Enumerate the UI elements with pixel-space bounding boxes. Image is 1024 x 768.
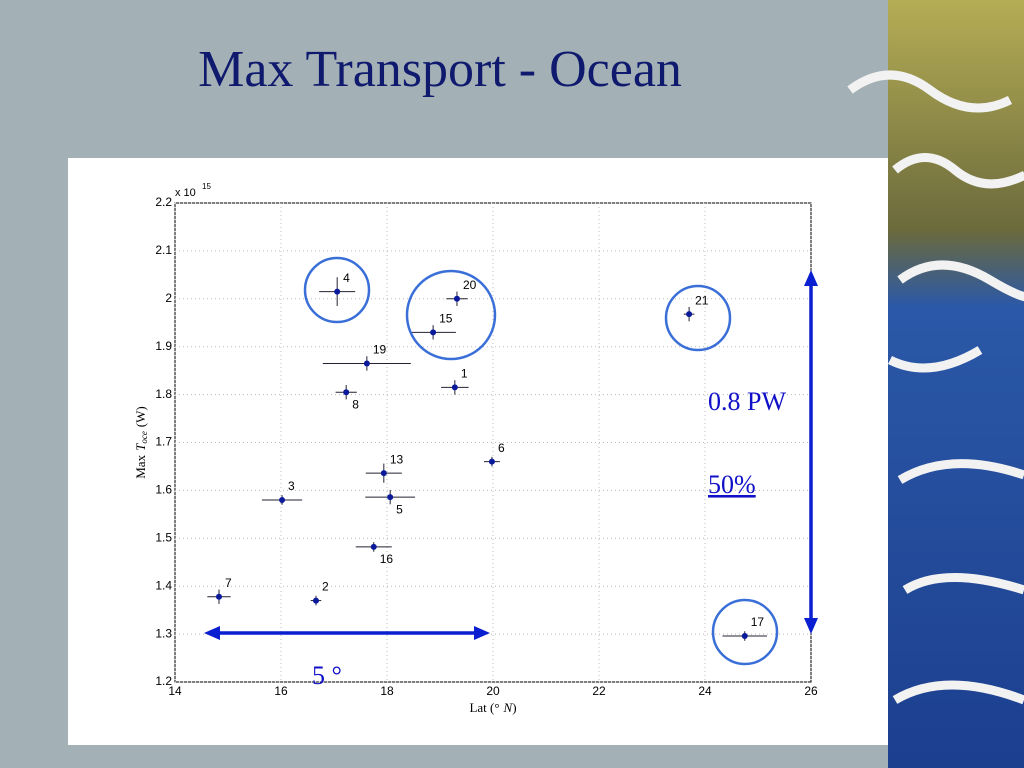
x-tick-label: 16 <box>274 684 288 698</box>
point <box>741 633 748 640</box>
slide-title: Max Transport - Ocean <box>198 41 682 98</box>
y-label-prefix: Max <box>133 454 148 478</box>
point-label: 1 <box>461 367 468 381</box>
x-label-symbol: N <box>503 700 514 715</box>
point <box>343 389 350 396</box>
point <box>380 470 387 477</box>
y-tick-label: 1.7 <box>155 435 172 449</box>
point-label: 17 <box>751 615 765 629</box>
point <box>215 593 222 600</box>
y-label-symbol: T <box>133 443 148 451</box>
x-tick-label: 22 <box>592 684 606 698</box>
x-tick-label: 24 <box>698 684 712 698</box>
x-tick-label: 26 <box>804 684 818 698</box>
y-tick-label: 1.3 <box>155 626 172 640</box>
y-label-subscript: oce <box>139 431 149 444</box>
y-axis-label: Max Toce (W) <box>133 406 149 479</box>
y-tick-label: 1.4 <box>155 578 172 592</box>
point <box>334 288 341 295</box>
range-annotation: 0.8 PW <box>708 387 786 416</box>
point-label: 5 <box>396 502 403 516</box>
point-label: 20 <box>463 278 477 292</box>
point <box>363 360 370 367</box>
y-tick-label: 2.2 <box>155 195 172 209</box>
percent-annotation: 50% <box>708 470 756 499</box>
arrows <box>204 270 818 640</box>
point <box>430 329 437 336</box>
point-label: 16 <box>380 552 394 566</box>
point <box>686 311 693 318</box>
point <box>387 494 394 501</box>
x-label-close: ) <box>512 700 516 715</box>
highlight-circles <box>303 256 779 666</box>
y-tick-label: 1.2 <box>155 674 172 688</box>
point-label: 15 <box>439 312 453 326</box>
point <box>370 543 377 550</box>
y-multiplier: x 10 <box>175 187 196 199</box>
lat-span-annotation: 5 ° <box>312 661 342 690</box>
point-label: 2 <box>322 580 329 594</box>
point <box>279 496 286 503</box>
x-tick-label: 14 <box>168 684 182 698</box>
y-multiplier-exp: 15 <box>202 182 211 191</box>
x-tick-label: 18 <box>380 684 394 698</box>
point-label: 19 <box>373 343 387 357</box>
y-tick-label: 1.8 <box>155 387 172 401</box>
point-label: 21 <box>695 293 709 307</box>
y-tick-label: 1.5 <box>155 530 172 544</box>
point <box>451 384 458 391</box>
y-tick-label: 2 <box>165 291 172 305</box>
point <box>488 458 495 465</box>
y-label-unit: (W) <box>133 406 148 427</box>
point <box>453 295 460 302</box>
wave-decoration <box>888 0 1024 768</box>
x-axis-label: Lat (° N) <box>469 700 516 715</box>
y-tick-label: 1.6 <box>155 483 172 497</box>
y-tick-label: 2.1 <box>155 243 172 257</box>
x-label-text: Lat (° <box>469 700 499 715</box>
point-label: 4 <box>343 271 350 285</box>
point-label: 3 <box>288 479 295 493</box>
y-tick-label: 1.9 <box>155 339 172 353</box>
point-label: 8 <box>352 397 359 411</box>
point-label: 13 <box>390 452 404 466</box>
wave-crests <box>847 70 1024 705</box>
chart-panel <box>68 158 888 745</box>
point-label: 6 <box>498 441 505 455</box>
point <box>312 597 319 604</box>
x-tick-label: 20 <box>486 684 500 698</box>
point-label: 7 <box>225 576 232 590</box>
